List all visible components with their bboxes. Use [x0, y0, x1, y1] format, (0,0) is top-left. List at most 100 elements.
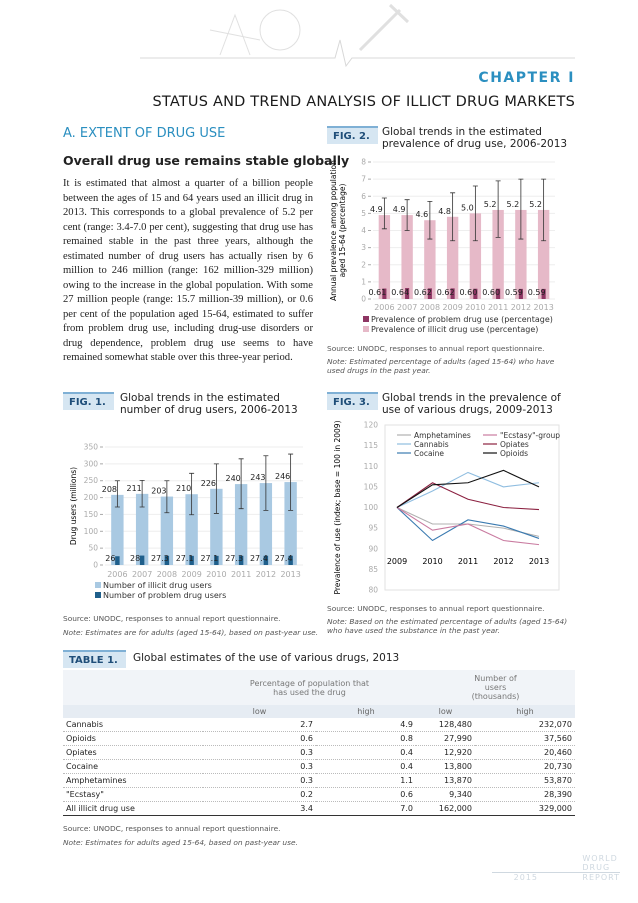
error-bar — [381, 197, 387, 230]
cell: 0.4 — [400, 762, 413, 771]
cell: 0.6 — [400, 790, 413, 799]
x-tick-label: 2006 — [107, 570, 127, 579]
bar — [378, 215, 391, 299]
pulse-line — [140, 39, 575, 68]
fig-title: Global trends in the estimated prevalenc… — [382, 126, 568, 150]
subheader: low — [252, 707, 267, 716]
x-tick-label: 2010 — [206, 570, 226, 579]
x-tick-label: 2007 — [132, 570, 152, 579]
bar — [210, 488, 223, 565]
y-axis-label: Annual prevalence among population — [329, 160, 338, 301]
cell: 12,920 — [444, 748, 472, 757]
note: Note: Based on the estimated percentage … — [327, 617, 568, 635]
icon — [209, 13, 261, 56]
footer-line: REPORT — [492, 872, 620, 882]
legend-label: Opioids — [500, 449, 528, 458]
y-tick-label: 100 — [364, 503, 379, 512]
legend-label: Prevalence of problem drug use (percenta… — [371, 315, 553, 324]
legend-swatch — [95, 582, 101, 588]
bar — [492, 209, 504, 299]
error-bar — [450, 192, 456, 242]
cell: 9,340 — [449, 790, 472, 799]
source: Source: UNODC, responses to annual repor… — [327, 344, 545, 353]
bar — [401, 215, 413, 299]
chart: 80 85 90 95 100 105 110 115 120 Prevalence of use… — [333, 420, 560, 594]
bar — [515, 209, 527, 299]
cell — [63, 670, 203, 705]
legend-swatch — [363, 316, 369, 322]
value-label: 243 — [250, 473, 265, 482]
bar — [424, 220, 436, 299]
x-tick-label: 2009 — [387, 557, 407, 566]
x-tick-label: 2010 — [465, 303, 485, 312]
bar — [259, 483, 273, 565]
bar — [135, 493, 149, 565]
cell: 2.7 — [300, 720, 313, 729]
line — [396, 507, 540, 537]
row-label: Opiates — [66, 748, 97, 757]
cell: 0.3 — [300, 776, 313, 785]
table-row: Opiates 0.3 0.4 12,920 20,460 — [63, 746, 575, 760]
cell: 0.8 — [400, 734, 413, 743]
legend-label: Number of problem drug users — [103, 591, 226, 600]
value-label: 0.62 — [414, 288, 432, 297]
row-label: "Ecstasy" — [66, 790, 104, 799]
error-bar — [495, 180, 501, 238]
note: Note: Estimates for adults aged 15-64, b… — [63, 838, 298, 847]
x-tick-label: 2007 — [397, 303, 417, 312]
fig-label: FIG. 2. — [327, 126, 378, 144]
bar — [263, 555, 269, 565]
subheader-row: low high low high — [63, 705, 575, 718]
cell: 232,070 — [538, 720, 572, 729]
cell: 128,480 — [438, 720, 472, 729]
value-label: 27.4 — [250, 554, 268, 563]
header-art — [140, 3, 575, 68]
row-label: Opioids — [66, 734, 96, 743]
cell: 1.1 — [400, 776, 413, 785]
y-tick-label: 300 — [84, 459, 99, 468]
cell: 20,730 — [544, 762, 572, 771]
row-label: Cannabis — [66, 720, 103, 729]
footer-line: WORLD — [582, 854, 618, 863]
subheader: low — [438, 707, 453, 716]
cell: 20,460 — [544, 748, 572, 757]
bar — [111, 494, 124, 565]
source: Source: UNODC, responses to annual repor… — [63, 824, 281, 833]
chapter: CHAPTER I — [478, 70, 575, 86]
icon — [358, 3, 410, 52]
bar — [185, 494, 198, 565]
value-label: 27.4 — [275, 554, 293, 563]
value-label: 0.60 — [459, 288, 477, 297]
table-row: "Ecstasy" 0.2 0.6 9,340 28,390 — [63, 788, 575, 802]
x-tick-label: 2009 — [181, 570, 201, 579]
cell: 0.3 — [300, 762, 313, 771]
section-heading: A. EXTENT OF DRUG USE — [63, 126, 226, 141]
footer-year: 2015 — [513, 873, 538, 882]
y-tick-label: 2 — [361, 260, 366, 269]
cell: 0.3 — [300, 748, 313, 757]
value-label: 0.62 — [437, 288, 455, 297]
y-tick-label: 3 — [361, 243, 366, 252]
cell: 28,390 — [544, 790, 572, 799]
bar — [427, 288, 432, 299]
bar — [446, 216, 459, 299]
cell: 37,560 — [544, 734, 572, 743]
value-label: 246 — [275, 472, 290, 481]
error-bar — [518, 178, 524, 240]
value-label: 5.2 — [529, 200, 542, 209]
y-tick-label: 1 — [361, 277, 366, 286]
cell: 53,870 — [544, 776, 572, 785]
source: Source: UNODC, responses to annual repor… — [327, 604, 545, 613]
cell: 0.6 — [300, 734, 313, 743]
value-label: 27.3 — [225, 554, 243, 563]
y-axis-label: Drug users (millions) — [69, 467, 78, 545]
value-label: 5.2 — [484, 200, 497, 209]
table-row: Amphetamines 0.3 1.1 13,870 53,870 — [63, 774, 575, 788]
bar — [469, 213, 482, 299]
fig-title: Global trends in the prevalence of use o… — [382, 392, 561, 416]
error-bar — [164, 480, 170, 514]
bar — [189, 555, 194, 565]
footer-brand: WORLD DRUG REPORT — [492, 854, 620, 882]
x-tick-label: 2010 — [422, 557, 442, 566]
